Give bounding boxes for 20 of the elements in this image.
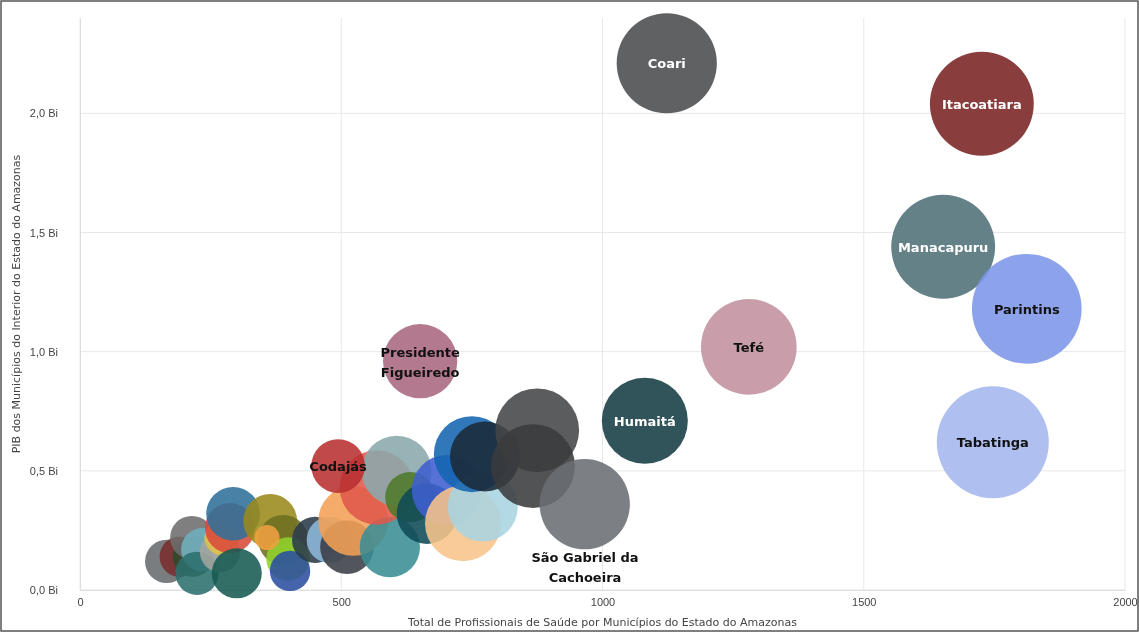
- annotation: Coari: [647, 55, 686, 71]
- annotation: Humaitá: [613, 413, 676, 429]
- x-tick-label: 500: [332, 595, 351, 608]
- annotation: São Gabriel da Cachoeira: [531, 549, 639, 585]
- x-axis-title: Total de Profissionais de Saúde por Municípios do Estado do Amazonas: [407, 616, 798, 629]
- y-tick-label: 1,5 Bi: [29, 226, 58, 239]
- y-tick-label: 2,0 Bi: [29, 107, 58, 120]
- y-tick-label: 0,5 Bi: [29, 464, 58, 477]
- x-tick-label: 0: [77, 595, 84, 608]
- x-tick-label: 2000: [1113, 595, 1138, 608]
- x-tick-label: 1500: [852, 595, 877, 608]
- annotation: Tefé: [733, 339, 765, 355]
- y-tick-label: 1,0 Bi: [29, 345, 58, 358]
- annotation: Parintins: [993, 301, 1060, 317]
- annotation: Manacapuru: [897, 239, 989, 255]
- y-axis-title: PIB dos Municípios do Interior do Estado do Amazonas: [10, 154, 23, 454]
- y-tick-label: 0,0 Bi: [29, 584, 58, 597]
- annotation: Tabatinga: [956, 434, 1029, 450]
- annotation: Itacoatiara: [941, 96, 1022, 112]
- x-tick-label: 1000: [590, 595, 616, 608]
